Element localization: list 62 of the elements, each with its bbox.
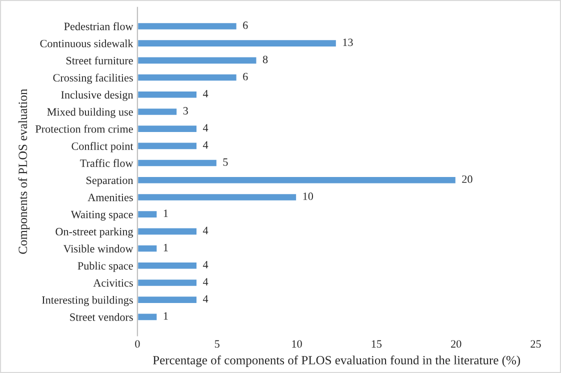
y-tick-label: Traffic flow <box>80 159 134 167</box>
bar <box>137 261 198 270</box>
data-label: 20 <box>462 175 472 183</box>
data-label: 1 <box>164 244 168 252</box>
bar <box>137 192 298 202</box>
y-tick-label: Crossing facilities <box>53 74 133 84</box>
bar <box>137 124 198 134</box>
y-tick-label: On-street parking <box>56 228 134 238</box>
x-axis-title: Percentage of components of PLOS evaluation found in the literature (%) <box>152 356 520 367</box>
data-label: 13 <box>343 38 353 46</box>
x-tick-label: 10 <box>292 340 302 348</box>
data-label: 10 <box>303 192 314 200</box>
y-tick-label: Visible window <box>63 244 134 253</box>
data-label: 6 <box>243 72 248 80</box>
y-tick-label: Waiting space <box>70 210 133 221</box>
bar <box>137 141 198 150</box>
bar <box>137 312 158 322</box>
data-label: 1 <box>164 312 168 320</box>
y-tick-label: Mixed building use <box>47 108 133 118</box>
bar <box>137 226 198 236</box>
y-tick-label: Protection from crime <box>35 124 133 133</box>
y-tick-label: Acivitics <box>93 279 133 287</box>
y-tick-label: Separation <box>86 176 134 186</box>
y-tick-label: Continuous sidewalk <box>40 39 134 48</box>
data-label: 5 <box>223 158 228 166</box>
data-label: 1 <box>164 210 168 218</box>
data-label: 4 <box>202 260 208 268</box>
bar <box>137 158 218 168</box>
y-tick-label: Conflict point <box>72 142 134 152</box>
data-label: 4 <box>202 295 208 303</box>
data-label: 6 <box>243 22 248 30</box>
y-tick-label: Street vendors <box>70 313 133 321</box>
x-tick-label: 20 <box>451 340 462 348</box>
bar <box>137 90 198 100</box>
y-tick-label: Amenities <box>88 194 133 202</box>
y-tick-label: Public space <box>78 262 133 272</box>
data-label: 3 <box>183 107 188 115</box>
bar <box>137 72 238 82</box>
bar <box>137 22 238 31</box>
data-label: 4 <box>202 124 208 132</box>
x-tick-label: 0 <box>135 340 140 348</box>
y-axis-title: Components of PLOS evaluation <box>18 88 30 254</box>
bar <box>137 210 158 219</box>
bar <box>137 176 457 185</box>
bar <box>137 56 258 65</box>
y-tick-label: Street furniture <box>66 56 133 64</box>
x-tick-label: 25 <box>530 340 541 348</box>
bar <box>137 107 178 116</box>
data-label: 4 <box>202 141 208 149</box>
x-tick-label: 15 <box>372 340 382 348</box>
data-label: 4 <box>202 278 208 286</box>
y-tick-label: Pedestrian flow <box>64 22 134 30</box>
y-tick-label: Interesting buildings <box>42 296 133 306</box>
y-tick-label: Inclusive design <box>61 90 134 101</box>
bar <box>137 38 338 48</box>
bar <box>137 278 198 288</box>
data-label: 4 <box>202 90 208 98</box>
bar <box>137 244 158 254</box>
x-tick-label: 5 <box>214 340 220 348</box>
data-label: 8 <box>262 56 268 64</box>
data-label: 4 <box>202 226 208 234</box>
bar <box>137 295 198 304</box>
